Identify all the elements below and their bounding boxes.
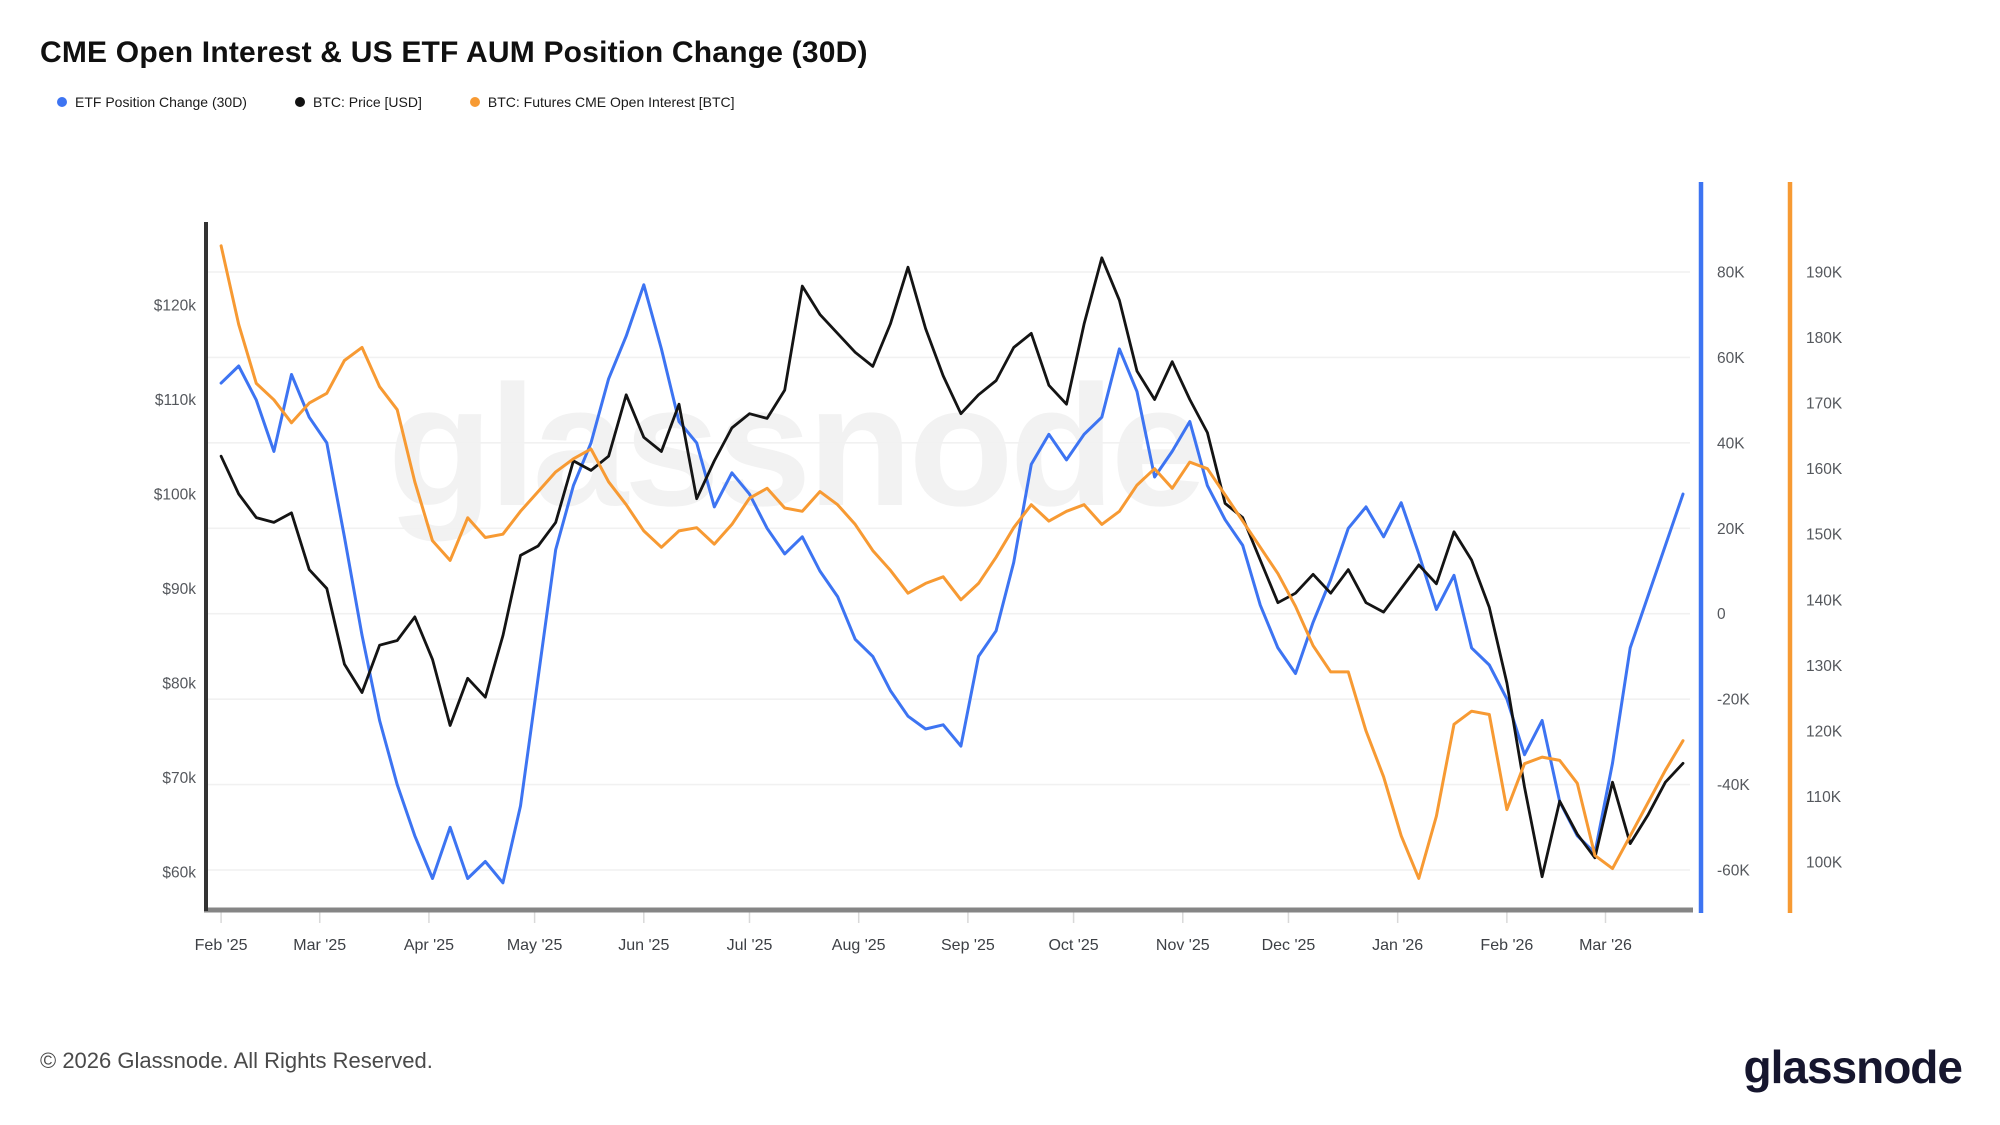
x-tick-label: Feb '25 (195, 937, 248, 954)
copyright-text: © 2026 Glassnode. All Rights Reserved. (40, 1048, 433, 1073)
left-tick-label: $90k (162, 581, 196, 598)
x-tick-label: Oct '25 (1048, 937, 1098, 954)
right2-tick-label: 180K (1806, 330, 1843, 347)
legend-dot-black-icon (294, 97, 305, 107)
right1-tick-label: -40K (1717, 777, 1750, 794)
right1-tick-label: 0 (1717, 606, 1726, 623)
x-tick-label: Jan '26 (1372, 937, 1423, 954)
x-tick-label: Aug '25 (832, 937, 886, 954)
legend-label: ETF Position Change (30D) (75, 94, 247, 110)
right1-tick-label: -20K (1717, 692, 1750, 709)
chart-line-left (219, 256, 1685, 879)
right1-tick-label: -60K (1717, 863, 1750, 880)
x-tick-label: Jun '25 (618, 937, 669, 954)
left-tick-label: $80k (162, 676, 196, 693)
left-tick-label: $110k (155, 392, 196, 409)
right2-tick-label: 160K (1806, 461, 1843, 478)
right2-tick-label: 190K (1806, 265, 1843, 282)
legend-item-btc-price[interactable]: BTC: Price [USD] (294, 94, 422, 110)
x-tick-label: Mar '26 (1579, 937, 1632, 954)
legend-item-cme-open-interest[interactable]: BTC: Futures CME Open Interest [BTC] (469, 94, 735, 110)
right2-tick-label: 150K (1806, 527, 1843, 544)
right2-tick-label: 130K (1806, 658, 1843, 675)
left-tick-label: $60k (162, 865, 196, 882)
left-tick-label: $100k (154, 487, 196, 504)
watermark-text: glassnode (388, 350, 1203, 542)
right2-tick-label: 170K (1806, 396, 1843, 413)
x-tick-label: May '25 (507, 937, 563, 954)
left-tick-label: $120k (154, 298, 196, 315)
chart-line-right1 (219, 283, 1685, 885)
glassnode-logo: glassnode (1743, 1041, 1963, 1093)
page-title: CME Open Interest & US ETF AUM Position … (40, 36, 868, 69)
right1-tick-label: 40K (1717, 435, 1745, 452)
right2-tick-label: 100K (1806, 855, 1843, 872)
chart-legend: ETF Position Change (30D) BTC: Price [US… (57, 94, 735, 110)
legend-label: BTC: Price [USD] (312, 94, 422, 110)
right1-tick-label: 20K (1717, 521, 1745, 538)
legend-label: BTC: Futures CME Open Interest [BTC] (487, 94, 735, 110)
chart-line-right2 (219, 244, 1685, 880)
x-tick-label: Feb '26 (1480, 937, 1533, 954)
right2-tick-label: 140K (1806, 592, 1843, 609)
right1-tick-label: 80K (1717, 265, 1745, 282)
right2-tick-label: 110K (1806, 789, 1842, 806)
right1-tick-label: 60K (1717, 350, 1745, 367)
legend-dot-orange-icon (469, 97, 480, 107)
legend-dot-blue-icon (57, 97, 67, 107)
x-tick-label: Apr '25 (404, 937, 454, 954)
x-tick-label: Sep '25 (941, 937, 995, 954)
x-tick-label: Nov '25 (1156, 937, 1210, 954)
x-tick-label: Jul '25 (727, 937, 773, 954)
x-tick-label: Mar '25 (293, 937, 346, 954)
left-tick-label: $70k (162, 770, 196, 787)
legend-item-etf-position-change[interactable]: ETF Position Change (30D) (57, 94, 247, 110)
x-tick-label: Dec '25 (1262, 937, 1316, 954)
right2-tick-label: 120K (1806, 723, 1843, 740)
